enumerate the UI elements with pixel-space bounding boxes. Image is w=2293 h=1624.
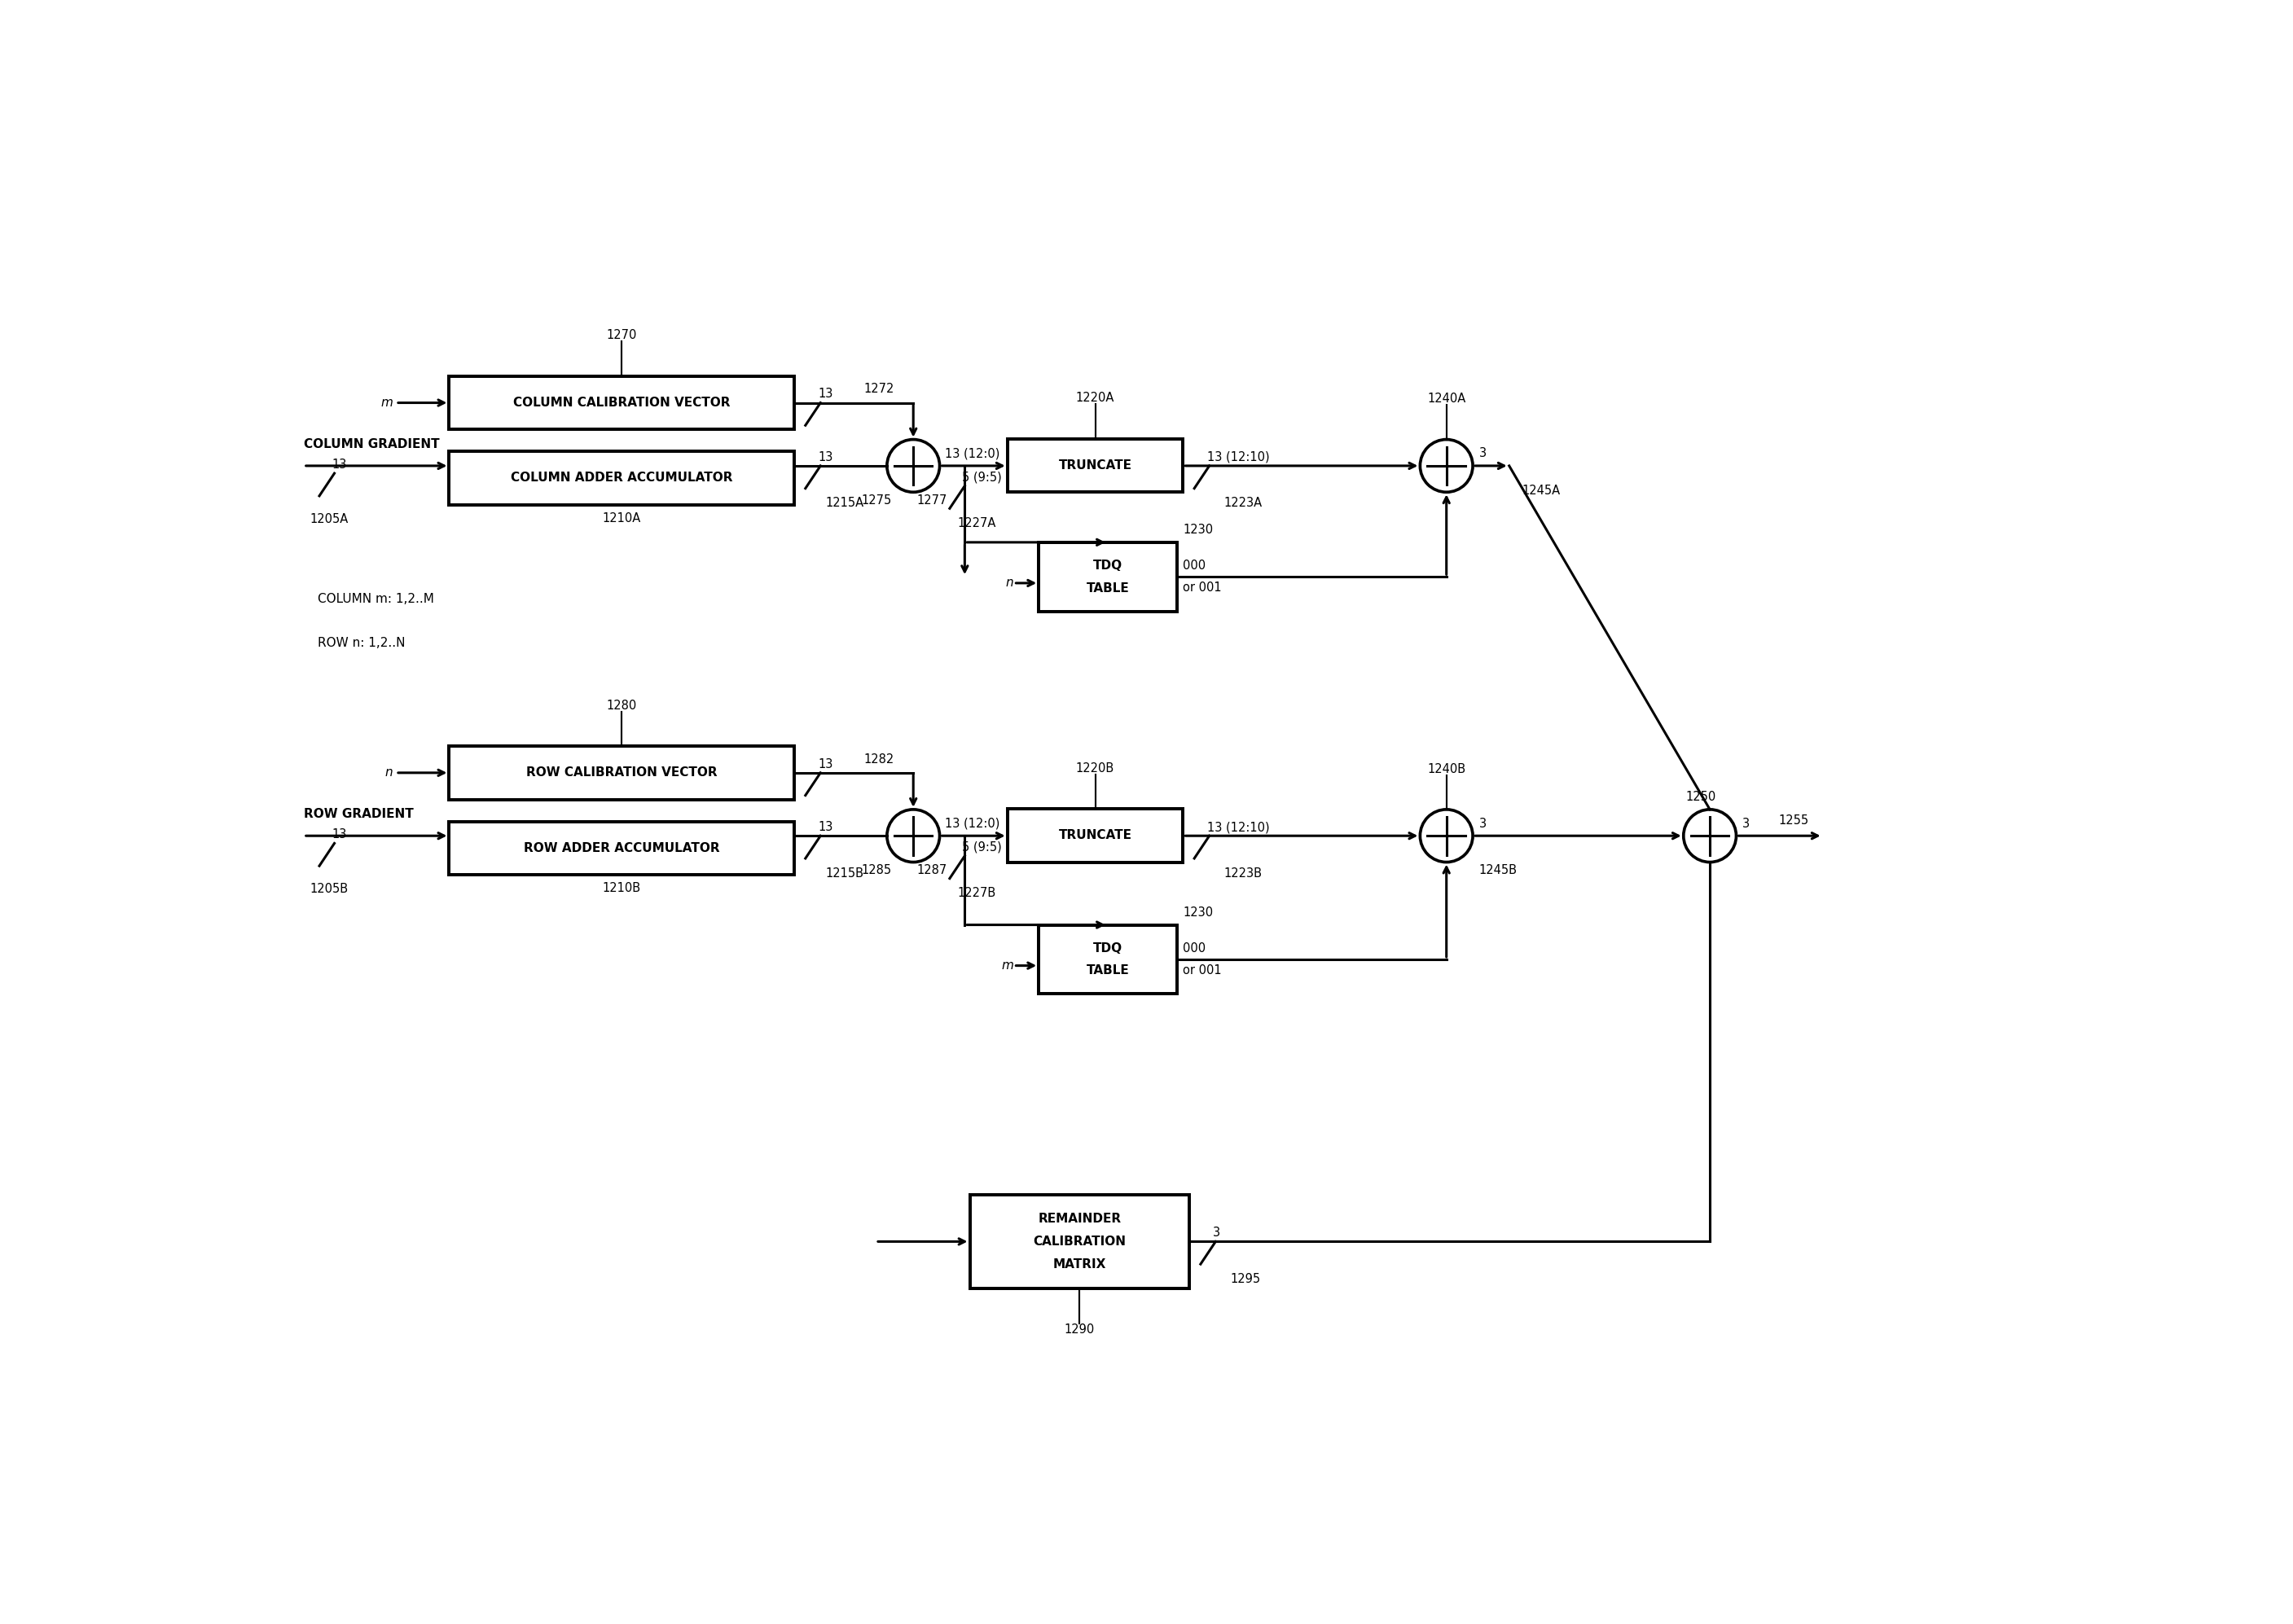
Text: 1227B: 1227B: [956, 887, 995, 900]
Text: ROW n: 1,2..N: ROW n: 1,2..N: [316, 637, 406, 648]
Text: 1205B: 1205B: [310, 883, 349, 895]
Text: 1250: 1250: [1685, 791, 1715, 804]
Text: 1295: 1295: [1229, 1273, 1261, 1285]
Text: TDQ: TDQ: [1094, 942, 1124, 955]
Text: 1290: 1290: [1064, 1324, 1094, 1335]
Text: 000: 000: [1183, 560, 1206, 572]
Text: 1210B: 1210B: [603, 882, 640, 895]
Text: 13 (12:10): 13 (12:10): [1206, 822, 1270, 833]
FancyBboxPatch shape: [449, 451, 793, 505]
Text: 1272: 1272: [864, 383, 894, 395]
Text: 1285: 1285: [862, 864, 892, 877]
Text: m: m: [1002, 960, 1014, 971]
Text: 13 (12:10): 13 (12:10): [1206, 451, 1270, 463]
Text: 1280: 1280: [605, 700, 637, 711]
Text: 13 (12:0): 13 (12:0): [945, 817, 1000, 830]
Text: 1275: 1275: [860, 494, 892, 507]
Circle shape: [887, 809, 940, 862]
Text: COLUMN GRADIENT: COLUMN GRADIENT: [303, 438, 440, 450]
Text: 1215A: 1215A: [825, 497, 864, 510]
Text: 1245A: 1245A: [1523, 484, 1559, 497]
Text: 1245B: 1245B: [1479, 864, 1518, 877]
FancyBboxPatch shape: [1007, 809, 1183, 862]
Text: 1255: 1255: [1779, 814, 1809, 827]
Text: CALIBRATION: CALIBRATION: [1034, 1236, 1126, 1247]
Text: n: n: [1007, 577, 1014, 590]
Text: 1287: 1287: [917, 864, 947, 877]
Text: 1270: 1270: [605, 330, 637, 341]
Text: ROW GRADIENT: ROW GRADIENT: [303, 807, 413, 820]
FancyBboxPatch shape: [1039, 542, 1176, 611]
Text: 1277: 1277: [917, 494, 947, 507]
Text: 1220B: 1220B: [1075, 762, 1114, 775]
Text: 13: 13: [819, 758, 832, 770]
Text: ROW ADDER ACCUMULATOR: ROW ADDER ACCUMULATOR: [523, 841, 720, 854]
Text: MATRIX: MATRIX: [1052, 1259, 1105, 1270]
Text: COLUMN ADDER ACCUMULATOR: COLUMN ADDER ACCUMULATOR: [511, 473, 734, 484]
Text: n: n: [385, 767, 392, 780]
Text: 13: 13: [819, 388, 832, 400]
Text: 1223B: 1223B: [1224, 867, 1261, 879]
Text: 1240A: 1240A: [1426, 393, 1465, 404]
Text: ROW CALIBRATION VECTOR: ROW CALIBRATION VECTOR: [525, 767, 718, 780]
Circle shape: [1419, 809, 1472, 862]
Text: 1230: 1230: [1183, 906, 1213, 919]
Circle shape: [887, 440, 940, 492]
Text: 3: 3: [1479, 817, 1486, 830]
Text: 13: 13: [819, 822, 832, 833]
Text: 5 (9:5): 5 (9:5): [963, 841, 1002, 853]
Text: TRUNCATE: TRUNCATE: [1059, 830, 1133, 841]
Text: 3: 3: [1213, 1226, 1220, 1239]
Text: TDQ: TDQ: [1094, 559, 1124, 572]
Circle shape: [1419, 440, 1472, 492]
Text: 3: 3: [1743, 817, 1750, 830]
Text: 13: 13: [332, 458, 346, 471]
FancyBboxPatch shape: [970, 1195, 1190, 1288]
Text: 1230: 1230: [1183, 525, 1213, 536]
Text: 1205A: 1205A: [310, 513, 349, 525]
FancyBboxPatch shape: [1039, 924, 1176, 994]
Text: 000: 000: [1183, 942, 1206, 955]
Text: 1282: 1282: [864, 754, 894, 765]
FancyBboxPatch shape: [449, 822, 793, 875]
Text: 1215B: 1215B: [825, 867, 864, 879]
Text: TRUNCATE: TRUNCATE: [1059, 460, 1133, 471]
Text: 1227A: 1227A: [956, 516, 995, 529]
Text: COLUMN m: 1,2..M: COLUMN m: 1,2..M: [316, 593, 433, 604]
Text: TABLE: TABLE: [1087, 581, 1128, 594]
Text: 13: 13: [332, 828, 346, 841]
Text: REMAINDER: REMAINDER: [1039, 1213, 1121, 1224]
Text: or 001: or 001: [1183, 965, 1222, 976]
FancyBboxPatch shape: [1007, 438, 1183, 492]
Text: 1210A: 1210A: [603, 512, 640, 525]
FancyBboxPatch shape: [449, 377, 793, 429]
Text: 1220A: 1220A: [1075, 391, 1114, 404]
Text: or 001: or 001: [1183, 581, 1222, 594]
Text: 1223A: 1223A: [1224, 497, 1261, 510]
FancyBboxPatch shape: [449, 745, 793, 799]
Text: TABLE: TABLE: [1087, 965, 1128, 976]
Text: 5 (9:5): 5 (9:5): [963, 471, 1002, 484]
Text: m: m: [381, 396, 392, 409]
Text: 13: 13: [819, 451, 832, 463]
Circle shape: [1683, 809, 1736, 862]
Text: 13 (12:0): 13 (12:0): [945, 447, 1000, 460]
Text: 1240B: 1240B: [1426, 763, 1465, 775]
Text: 3: 3: [1479, 447, 1486, 460]
Text: COLUMN CALIBRATION VECTOR: COLUMN CALIBRATION VECTOR: [514, 396, 729, 409]
